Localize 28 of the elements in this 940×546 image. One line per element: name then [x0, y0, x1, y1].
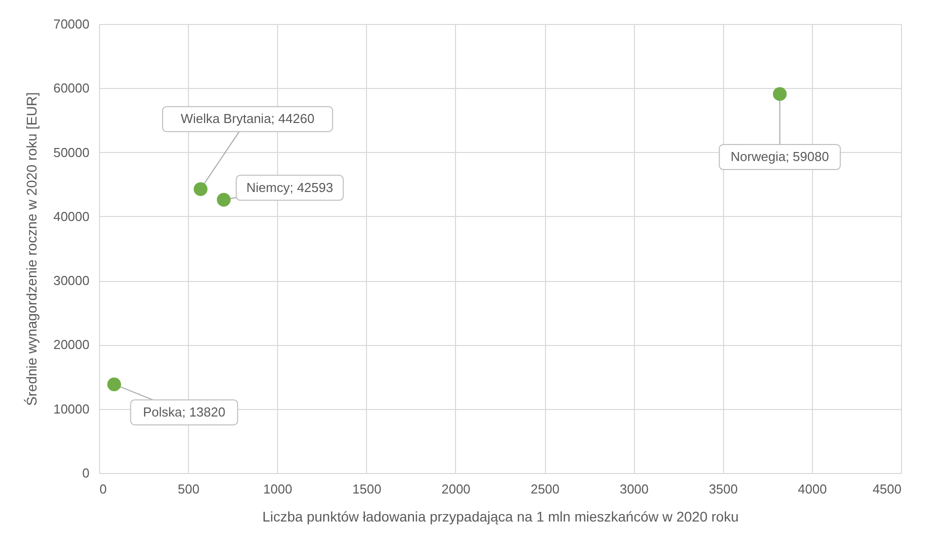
y-tick-label: 10000	[53, 401, 90, 416]
x-tick-label: 4500	[872, 482, 902, 496]
y-tick-label: 20000	[53, 337, 90, 352]
x-tick-label: 4000	[798, 482, 827, 496]
data-label: Polska; 13820	[142, 404, 226, 420]
data-label: Norwegia; 59080	[730, 149, 829, 164]
y-tick-label: 50000	[53, 144, 90, 160]
y-tick-label: 70000	[53, 16, 90, 32]
point	[107, 377, 122, 392]
y-axis-title: Średnie wynagordzenie roczne w 2020 roku [EUR]	[23, 92, 40, 406]
y-tick-label: 60000	[53, 80, 90, 96]
data-label: Wielka Brytania; 44260	[180, 111, 314, 126]
x-tick-label: 2000	[441, 482, 470, 496]
y-tick-label: 40000	[53, 208, 90, 224]
data-label: Niemcy; 42593	[246, 180, 334, 195]
x-tick-label: 3000	[620, 482, 649, 496]
x-tick-label: 2500	[530, 482, 560, 496]
x-tick-label: 1500	[352, 482, 382, 496]
point	[194, 182, 208, 196]
point	[772, 87, 787, 101]
x-tick-label: 0	[100, 482, 107, 496]
x-tick-label: 500	[178, 482, 200, 496]
point	[216, 192, 231, 207]
x-tick-label: 3500	[708, 482, 738, 496]
x-tick-label: 1000	[263, 482, 292, 496]
y-tick-label: 0	[82, 466, 90, 480]
y-tick-label: 30000	[53, 273, 90, 288]
x-axis-title: Liczba punktów ładowania przypadająca na 1 mln mieszkańców w 2020 roku	[262, 508, 739, 524]
